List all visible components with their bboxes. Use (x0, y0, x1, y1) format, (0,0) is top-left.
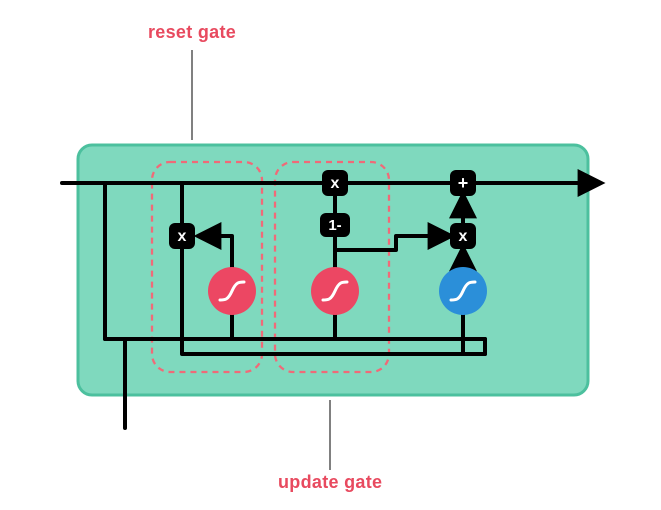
reset-gate-label: reset gate (148, 22, 236, 43)
add-icon: + (458, 173, 469, 193)
update-gate-label: update gate (278, 472, 382, 493)
mult-top-icon: x (331, 175, 340, 192)
one-minus-icon: 1- (328, 217, 341, 234)
mult-right-icon: x (459, 228, 468, 245)
gru-diagram: x x 1- x + (0, 0, 661, 510)
mult-reset-icon: x (178, 228, 187, 245)
